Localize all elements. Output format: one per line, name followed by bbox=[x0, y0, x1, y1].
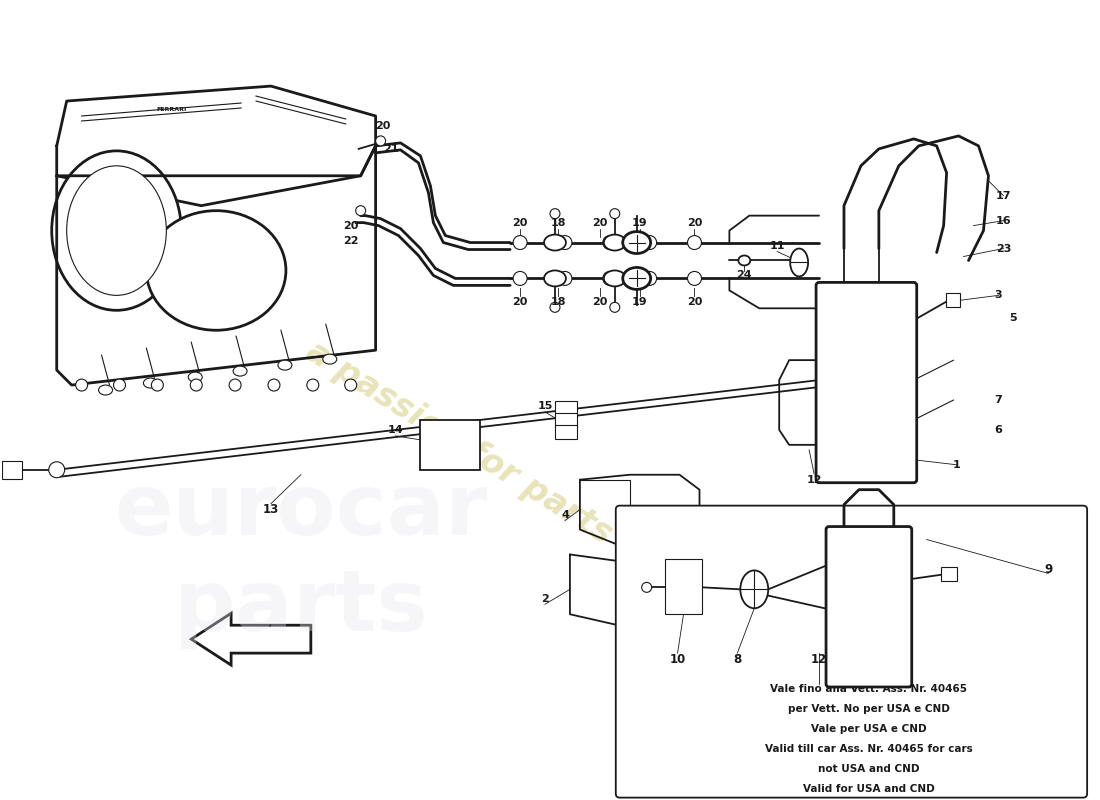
Text: 16: 16 bbox=[996, 216, 1011, 226]
Circle shape bbox=[513, 235, 527, 250]
Text: 18: 18 bbox=[550, 298, 565, 307]
Text: 22: 22 bbox=[343, 235, 359, 246]
Text: a passion for parts since 1985: a passion for parts since 1985 bbox=[300, 335, 800, 664]
Text: 11: 11 bbox=[770, 241, 785, 250]
Ellipse shape bbox=[146, 210, 286, 330]
Ellipse shape bbox=[67, 166, 166, 295]
Text: 19: 19 bbox=[631, 218, 648, 228]
Ellipse shape bbox=[623, 267, 650, 290]
Ellipse shape bbox=[544, 234, 565, 250]
Ellipse shape bbox=[623, 231, 650, 254]
Text: 21: 21 bbox=[383, 144, 398, 154]
Text: 6: 6 bbox=[994, 425, 1002, 435]
Circle shape bbox=[688, 271, 702, 286]
Circle shape bbox=[558, 235, 572, 250]
Text: 20: 20 bbox=[343, 221, 359, 230]
Circle shape bbox=[642, 235, 657, 250]
Text: 15: 15 bbox=[537, 401, 552, 411]
Bar bbox=[556, 413, 576, 427]
Circle shape bbox=[113, 379, 125, 391]
Text: 14: 14 bbox=[387, 425, 404, 435]
Circle shape bbox=[558, 271, 572, 286]
Circle shape bbox=[355, 206, 365, 216]
Text: 20: 20 bbox=[686, 298, 702, 307]
Text: 4: 4 bbox=[561, 510, 569, 520]
Text: 10: 10 bbox=[670, 653, 685, 666]
Bar bbox=[2, 461, 22, 478]
Text: 5: 5 bbox=[1010, 314, 1018, 323]
Ellipse shape bbox=[143, 378, 157, 388]
Bar bbox=[940, 567, 957, 582]
Text: 1: 1 bbox=[953, 460, 960, 470]
Text: 20: 20 bbox=[375, 121, 390, 131]
Text: 20: 20 bbox=[686, 218, 702, 228]
Circle shape bbox=[307, 379, 319, 391]
Text: per Vett. No per USA e CND: per Vett. No per USA e CND bbox=[788, 704, 949, 714]
Text: 8: 8 bbox=[734, 653, 741, 666]
FancyBboxPatch shape bbox=[826, 526, 912, 687]
Text: Valid till car Ass. Nr. 40465 for cars: Valid till car Ass. Nr. 40465 for cars bbox=[764, 744, 972, 754]
Text: 20: 20 bbox=[513, 218, 528, 228]
Bar bbox=[664, 559, 703, 614]
Ellipse shape bbox=[278, 360, 292, 370]
Text: Vale per USA e CND: Vale per USA e CND bbox=[811, 724, 926, 734]
FancyBboxPatch shape bbox=[816, 282, 916, 482]
Circle shape bbox=[375, 136, 386, 146]
Circle shape bbox=[344, 379, 356, 391]
Text: 3: 3 bbox=[994, 290, 1002, 300]
Circle shape bbox=[229, 379, 241, 391]
Circle shape bbox=[609, 209, 619, 218]
FancyBboxPatch shape bbox=[616, 506, 1087, 798]
Ellipse shape bbox=[740, 570, 768, 608]
Text: 24: 24 bbox=[737, 270, 752, 281]
Circle shape bbox=[609, 302, 619, 312]
Bar bbox=[420, 420, 481, 470]
Text: 20: 20 bbox=[592, 298, 607, 307]
Text: 13: 13 bbox=[263, 503, 279, 516]
Text: 18: 18 bbox=[550, 218, 565, 228]
Text: 20: 20 bbox=[592, 218, 607, 228]
Text: 12: 12 bbox=[811, 653, 827, 666]
Ellipse shape bbox=[322, 354, 337, 364]
Circle shape bbox=[48, 462, 65, 478]
Circle shape bbox=[642, 271, 657, 286]
Text: 23: 23 bbox=[996, 243, 1011, 254]
Text: 9: 9 bbox=[1044, 563, 1053, 576]
Text: eurocar
parts: eurocar parts bbox=[114, 470, 487, 649]
Circle shape bbox=[513, 271, 527, 286]
Ellipse shape bbox=[738, 255, 750, 266]
Ellipse shape bbox=[604, 270, 626, 286]
Ellipse shape bbox=[52, 151, 182, 310]
Text: 7: 7 bbox=[994, 395, 1002, 405]
Text: Valid for USA and CND: Valid for USA and CND bbox=[803, 784, 935, 794]
Bar bbox=[556, 425, 576, 439]
Text: 12: 12 bbox=[806, 474, 822, 485]
Bar bbox=[946, 294, 959, 307]
Ellipse shape bbox=[99, 385, 112, 395]
Text: Vale fino alla Vett. Ass. Nr. 40465: Vale fino alla Vett. Ass. Nr. 40465 bbox=[770, 684, 967, 694]
Ellipse shape bbox=[188, 372, 202, 382]
Text: 19: 19 bbox=[631, 298, 648, 307]
Circle shape bbox=[268, 379, 279, 391]
Circle shape bbox=[603, 271, 617, 286]
Circle shape bbox=[550, 209, 560, 218]
Circle shape bbox=[603, 235, 617, 250]
Text: 2: 2 bbox=[541, 594, 549, 604]
Circle shape bbox=[641, 582, 651, 592]
Ellipse shape bbox=[790, 249, 808, 277]
FancyArrow shape bbox=[191, 614, 311, 665]
Ellipse shape bbox=[233, 366, 248, 376]
Text: FERRARI: FERRARI bbox=[156, 106, 187, 111]
Circle shape bbox=[152, 379, 163, 391]
Circle shape bbox=[76, 379, 88, 391]
Bar bbox=[556, 401, 576, 415]
Text: 17: 17 bbox=[996, 190, 1011, 201]
Ellipse shape bbox=[544, 270, 565, 286]
Text: 20: 20 bbox=[513, 298, 528, 307]
Ellipse shape bbox=[604, 234, 626, 250]
Text: not USA and CND: not USA and CND bbox=[818, 764, 920, 774]
Circle shape bbox=[190, 379, 202, 391]
Circle shape bbox=[550, 302, 560, 312]
Circle shape bbox=[688, 235, 702, 250]
